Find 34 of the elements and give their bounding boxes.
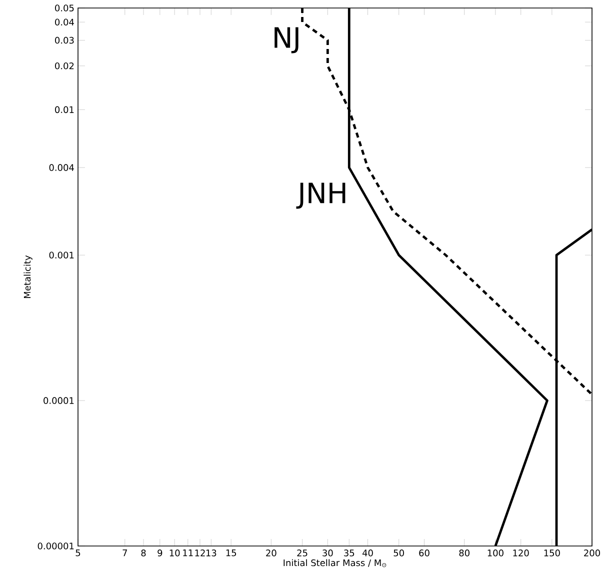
y-axis-title: Metalicity bbox=[24, 255, 32, 298]
series-label: JNH bbox=[296, 182, 346, 209]
y-tick-label: 0.0001 bbox=[44, 397, 74, 404]
x-tick-label: 120 bbox=[513, 550, 529, 556]
y-tick-label: 0.02 bbox=[55, 62, 74, 70]
x-tick-label: 35 bbox=[344, 550, 354, 556]
x-tick-label: 11 bbox=[183, 550, 193, 556]
y-tick-label: 0.001 bbox=[49, 252, 74, 259]
x-tick-label: 20 bbox=[266, 550, 276, 556]
x-tick-label: 40 bbox=[362, 550, 373, 556]
x-tick-label: 10 bbox=[170, 550, 180, 556]
y-tick-label: 0.04 bbox=[55, 18, 74, 26]
x-tick-label: 50 bbox=[394, 550, 404, 556]
x-tick-label: 5 bbox=[76, 550, 80, 556]
x-tick-label: 30 bbox=[322, 550, 333, 556]
y-tick-label: 0.004 bbox=[49, 164, 74, 171]
x-tick-label: 60 bbox=[419, 550, 430, 556]
y-tick-label: 0.00001 bbox=[38, 542, 74, 550]
x-tick-label: 8 bbox=[141, 550, 146, 556]
x-tick-label: 80 bbox=[459, 550, 470, 556]
x-axis-title: Initial Stellar Mass / M$_{⊙}$ bbox=[284, 559, 386, 568]
x-tick-label: 15 bbox=[226, 550, 236, 556]
x-tick-label: 150 bbox=[544, 550, 560, 556]
x-tick-label: 100 bbox=[488, 550, 504, 556]
y-tick-label: 0.01 bbox=[55, 106, 74, 114]
x-tick-label: 13 bbox=[206, 550, 216, 556]
x-tick-label: 9 bbox=[158, 550, 162, 556]
x-tick-label: 12 bbox=[195, 550, 205, 556]
x-tick-label: 7 bbox=[122, 550, 127, 556]
y-tick-label: 0.05 bbox=[55, 4, 74, 12]
y-tick-label: 0.03 bbox=[55, 36, 74, 44]
x-tick-label: 25 bbox=[297, 550, 308, 556]
series-label: NJ bbox=[274, 27, 298, 54]
x-tick-label: 200 bbox=[584, 550, 600, 556]
